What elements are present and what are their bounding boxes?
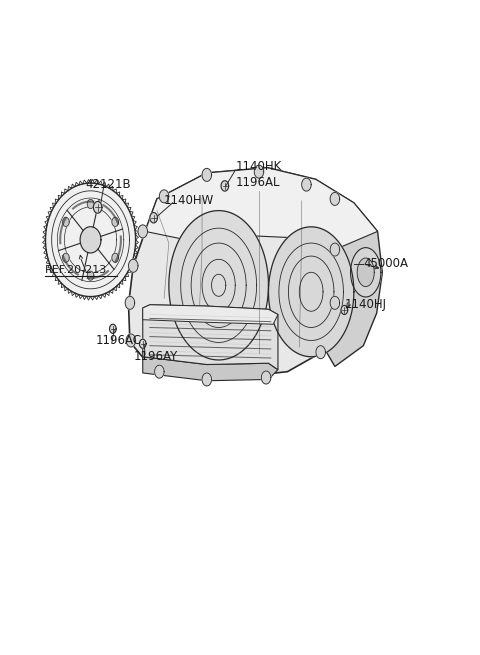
Text: 1196AY: 1196AY <box>133 350 178 363</box>
Polygon shape <box>125 296 135 309</box>
Polygon shape <box>46 183 136 297</box>
Polygon shape <box>268 227 354 357</box>
Polygon shape <box>261 371 271 384</box>
Polygon shape <box>316 346 325 359</box>
Text: 1140HW: 1140HW <box>164 194 215 207</box>
Polygon shape <box>202 373 212 386</box>
Polygon shape <box>159 190 169 203</box>
Polygon shape <box>150 213 157 223</box>
Polygon shape <box>330 296 340 309</box>
Text: 1196AL: 1196AL <box>235 176 280 189</box>
Text: 1140HJ: 1140HJ <box>344 298 386 311</box>
Polygon shape <box>109 324 116 333</box>
Polygon shape <box>139 339 146 348</box>
Polygon shape <box>143 357 278 381</box>
Polygon shape <box>254 165 264 178</box>
Polygon shape <box>357 258 374 287</box>
Polygon shape <box>80 227 101 253</box>
Polygon shape <box>330 193 340 206</box>
Polygon shape <box>112 253 119 262</box>
Polygon shape <box>350 248 381 297</box>
Polygon shape <box>316 179 383 366</box>
Polygon shape <box>112 217 119 227</box>
Polygon shape <box>341 305 348 314</box>
Polygon shape <box>94 202 102 213</box>
Polygon shape <box>129 259 138 272</box>
Polygon shape <box>87 199 94 208</box>
Text: 1196AC: 1196AC <box>96 334 141 347</box>
Polygon shape <box>145 168 378 250</box>
Polygon shape <box>138 225 147 238</box>
Polygon shape <box>301 178 311 191</box>
Polygon shape <box>126 334 136 347</box>
Polygon shape <box>330 243 340 256</box>
Text: 1140HK: 1140HK <box>235 160 281 173</box>
Polygon shape <box>143 305 278 324</box>
Polygon shape <box>62 253 69 262</box>
Polygon shape <box>202 168 212 181</box>
Text: REF.20-213: REF.20-213 <box>45 265 107 275</box>
Polygon shape <box>221 181 228 191</box>
Polygon shape <box>62 217 69 227</box>
Polygon shape <box>87 271 94 280</box>
Polygon shape <box>143 305 278 369</box>
Text: 42121B: 42121B <box>86 178 132 191</box>
Polygon shape <box>169 211 268 360</box>
Text: 45000A: 45000A <box>363 257 408 271</box>
Polygon shape <box>129 168 335 379</box>
Polygon shape <box>155 365 164 378</box>
